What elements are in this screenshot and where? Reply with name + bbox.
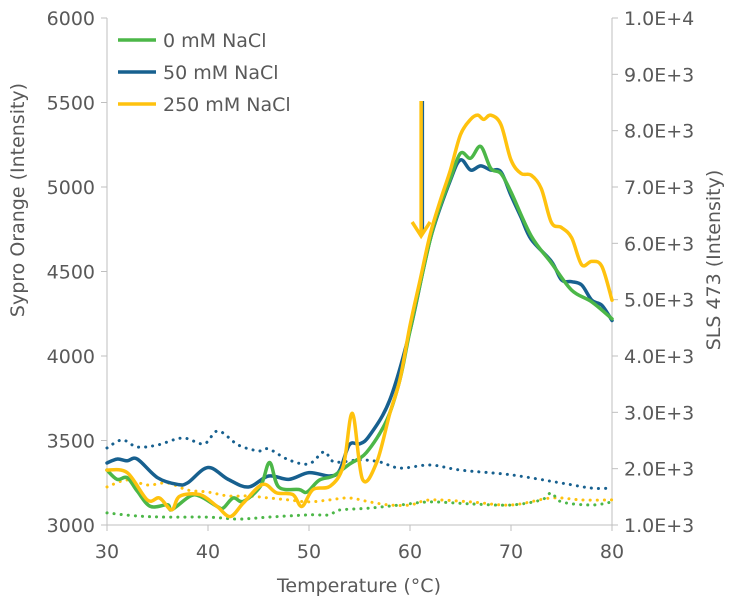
x-tick-label: 60 (398, 541, 422, 563)
y-tick-label: 4000 (47, 346, 95, 368)
legend-label: 0 mM NaCl (163, 30, 266, 52)
y2-tick-label: 4.0E+3 (624, 346, 694, 368)
y-axis-title: Sypro Orange (Intensity) (7, 83, 29, 317)
y-tick-label: 3500 (47, 431, 95, 453)
y2-axis-title: SLS 473 (Intensity) (703, 170, 725, 351)
sypro-series-line-0 (105, 144, 614, 512)
arrow-head (410, 221, 432, 240)
transition-arrow (410, 101, 432, 240)
y-tick-label: 5500 (47, 93, 95, 115)
y2-tick-label: 2.0E+3 (624, 459, 694, 481)
y-tick-label: 5000 (47, 177, 95, 199)
x-tick-label: 50 (297, 541, 321, 563)
x-tick-label: 70 (499, 541, 523, 563)
y2-tick-label: 9.0E+3 (624, 64, 694, 86)
y-tick-label: 4500 (47, 262, 95, 284)
legend: 0 mM NaCl 50 mM NaCl 250 mM NaCl (118, 30, 291, 116)
legend-label: 50 mM NaCl (163, 62, 279, 84)
x-tick-label: 80 (600, 541, 624, 563)
y2-tick-label: 6.0E+3 (624, 233, 694, 255)
x-axis-title: Temperature (°C) (276, 575, 441, 597)
y2-tick-label: 3.0E+3 (624, 402, 694, 424)
y-tick-label: 3000 (47, 515, 95, 537)
x-tick-label: 40 (196, 541, 220, 563)
y2-tick-label: 7.0E+3 (624, 177, 694, 199)
sypro-series-line-1 (105, 158, 614, 489)
y2-tick-label: 1.0E+4 (624, 8, 694, 30)
y2-tick-label: 1.0E+3 (624, 515, 694, 537)
legend-label: 250 mM NaCl (163, 94, 291, 116)
x-tick-label: 30 (95, 541, 119, 563)
sls-series-line-5 (105, 491, 614, 521)
y-tick-label: 6000 (47, 8, 95, 30)
y2-tick-label: 5.0E+3 (624, 290, 694, 312)
sypro-series-line-2 (105, 113, 614, 519)
y2-tick-label: 8.0E+3 (624, 121, 694, 143)
sls-series-line-4 (105, 478, 614, 508)
